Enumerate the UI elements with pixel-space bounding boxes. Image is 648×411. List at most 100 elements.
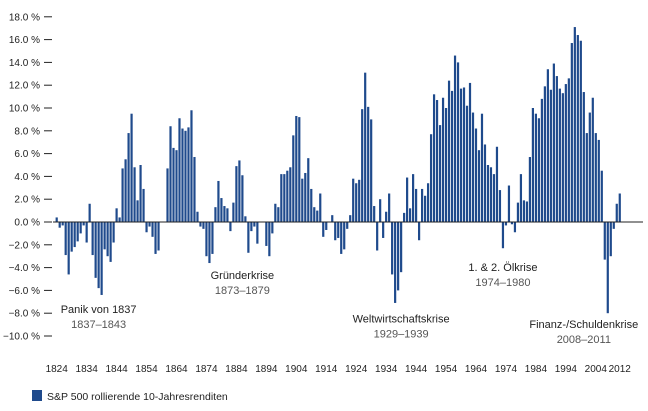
bar-1923: [352, 178, 355, 222]
y-tick-label: −4.0 %: [9, 263, 41, 274]
bar-1872: [199, 222, 202, 227]
bar-1886: [241, 175, 244, 222]
bar-1966: [480, 113, 484, 222]
bar-1881: [226, 208, 229, 222]
annotation-years: 1837–1843: [71, 319, 126, 331]
bar-1947: [423, 195, 427, 222]
bar-1882: [229, 222, 232, 232]
bar-1836: [91, 222, 94, 256]
bar-1909: [310, 188, 313, 222]
bar-1937: [394, 222, 397, 303]
bar-1840: [103, 222, 106, 250]
bar-1879: [220, 198, 223, 222]
bar-1845: [118, 217, 121, 222]
bar-1938: [397, 222, 400, 291]
bar-1858: [157, 222, 160, 251]
bar-1891: [256, 222, 259, 244]
annotation-title: Gründerkrise: [211, 270, 275, 282]
y-tick-label: 16.0 %: [9, 35, 40, 46]
bar-1884: [235, 166, 238, 222]
bar-1833: [82, 222, 85, 226]
bar-2008: [606, 222, 609, 314]
y-tick-label: −2.0 %: [9, 240, 41, 251]
bar-1960: [462, 87, 466, 222]
bar-1880: [223, 206, 226, 222]
bars: [55, 27, 621, 314]
bar-2001: [585, 133, 588, 222]
bar-1902: [289, 167, 292, 222]
bar-1824: [55, 217, 58, 222]
bar-1868: [187, 127, 190, 222]
bar-1825: [58, 222, 61, 228]
bar-1895: [268, 222, 271, 257]
bar-1939: [400, 222, 403, 273]
bar-1932: [379, 199, 382, 222]
bar-2012: [618, 193, 621, 222]
bar-1988: [546, 69, 549, 223]
bar-1994: [564, 84, 567, 222]
bar-1995: [567, 78, 570, 222]
annotation-years: 1929–1939: [374, 328, 429, 340]
bar-1850: [133, 167, 136, 222]
bar-1952: [438, 125, 442, 222]
x-tick-label: 1874: [195, 364, 218, 375]
bar-1934: [385, 211, 388, 222]
bar-1901: [286, 170, 289, 222]
bar-1908: [307, 158, 310, 222]
bar-1916: [331, 215, 334, 222]
bar-2004: [594, 133, 597, 222]
bar-1955: [447, 80, 451, 222]
x-tick-label: 1904: [285, 364, 308, 375]
annotation-years: 1974–1980: [475, 277, 530, 289]
bar-1941: [406, 177, 409, 222]
bar-1890: [253, 222, 256, 227]
annotations: Panik von 1837 1837–1843 Gründerkrise 1873–…: [61, 262, 639, 346]
bar-1841: [106, 222, 109, 257]
bar-1942: [409, 208, 412, 222]
bar-1945: [417, 222, 421, 241]
bar-1928: [367, 106, 370, 222]
bar-2002: [588, 112, 591, 222]
bar-1987: [543, 86, 546, 222]
bar-2010: [612, 222, 615, 229]
bar-1878: [217, 180, 220, 222]
bar-1949: [429, 134, 433, 222]
x-tick-label: 1864: [165, 364, 188, 375]
bar-2011: [615, 203, 618, 222]
bar-1973: [501, 222, 505, 249]
y-tick-label: 2.0 %: [14, 195, 40, 206]
bar-1990: [552, 63, 555, 222]
bar-1977: [513, 222, 517, 233]
bar-1931: [376, 222, 379, 251]
bar-1889: [250, 222, 253, 232]
bar-1953: [441, 97, 445, 222]
bar-1911: [316, 210, 319, 222]
bar-1956: [450, 90, 454, 223]
bar-1900: [283, 174, 286, 222]
bar-1849: [130, 113, 133, 222]
bar-1847: [124, 159, 127, 222]
bar-2009: [609, 222, 612, 257]
bar-1961: [465, 105, 469, 222]
bar-1996: [570, 43, 573, 222]
x-tick-label: 1954: [435, 364, 458, 375]
y-tick-label: 4.0 %: [14, 172, 40, 183]
bar-2000: [582, 92, 585, 222]
annotation: Panik von 1837 1837–1843: [61, 304, 137, 331]
bar-1874: [205, 222, 208, 257]
bar-1984: [534, 113, 537, 222]
bar-1991: [555, 76, 558, 222]
annotation-title: 1. & 2. Ölkrise: [468, 262, 537, 274]
bar-1861: [166, 168, 169, 222]
annotation-title: Panik von 1837: [61, 304, 137, 316]
bar-1863: [172, 147, 175, 222]
bar-1827: [64, 222, 67, 256]
bar-1869: [190, 110, 193, 222]
bar-1950: [432, 94, 436, 222]
bar-1913: [322, 222, 325, 237]
bar-1918: [337, 222, 340, 238]
bar-1978: [516, 202, 520, 222]
annotation-title: Weltwirtschaftskrise: [353, 313, 450, 325]
bar-1944: [415, 188, 418, 222]
annotation-years: 2008–2011: [557, 334, 611, 346]
